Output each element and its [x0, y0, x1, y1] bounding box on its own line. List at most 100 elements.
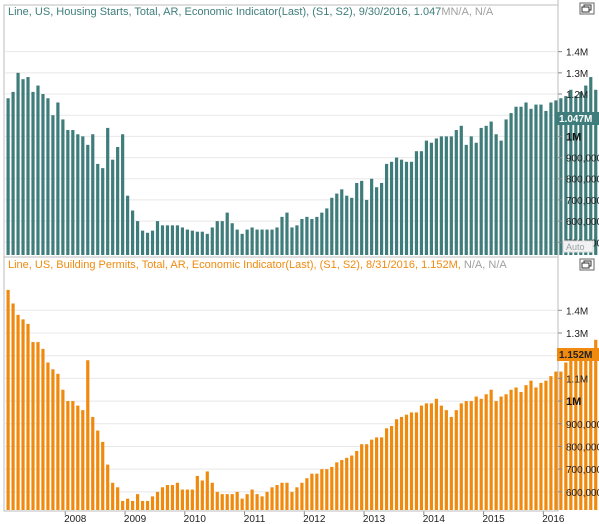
building-permits-bar [155, 491, 160, 510]
building-permits-bar [469, 401, 473, 510]
housing-starts-bar [106, 127, 110, 255]
building-permits-bar [370, 439, 374, 510]
y-tick-label: 800,000 [566, 442, 599, 453]
housing-starts-bar [111, 159, 115, 255]
building-permits-bar [96, 430, 100, 510]
housing-starts-bar [380, 182, 384, 255]
housing-starts-bar [305, 216, 309, 255]
building-permits-bar [76, 405, 80, 510]
x-axis: 2008200920102011201220132014201520162017 [4, 510, 565, 524]
housing-starts-bar [51, 115, 55, 255]
housing-starts-bar [126, 195, 130, 255]
building-permits-bar [215, 491, 219, 510]
building-permits-bar [131, 500, 135, 510]
building-permits-bar [479, 398, 483, 510]
building-permits-bar [310, 473, 314, 510]
housing-starts-bar [66, 130, 70, 255]
x-tick-label: 2015 [482, 514, 505, 524]
building-permits-bar [250, 489, 254, 510]
building-permits-bar [66, 401, 70, 510]
building-permits-bar [6, 289, 10, 510]
housing-starts-bar [310, 218, 314, 255]
building-permits-bar [290, 491, 294, 510]
building-permits-bar [41, 348, 45, 510]
panel-2-bars [6, 289, 598, 510]
housing-starts-bar [145, 232, 150, 255]
building-permits-bar [509, 389, 513, 510]
building-permits-bar [345, 457, 349, 510]
housing-starts-bar [584, 85, 588, 255]
building-permits-bar [474, 396, 478, 510]
y-tick-label: 1.4M [566, 306, 588, 317]
building-permits-bar [404, 414, 409, 510]
building-permits-bar [419, 405, 424, 510]
housing-starts-bar [315, 216, 319, 255]
building-permits-bar [464, 401, 468, 510]
building-permits-bar [554, 371, 558, 510]
y-tick-label: 1M [566, 396, 581, 408]
building-permits-bar [145, 500, 150, 510]
building-permits-bar [46, 362, 50, 510]
housing-starts-bar [549, 102, 553, 255]
building-permits-bar [126, 498, 130, 510]
window-restore-icon[interactable] [579, 2, 595, 15]
building-permits-bar [195, 475, 199, 510]
building-permits-bar [220, 494, 224, 510]
housing-starts-bar [230, 223, 234, 255]
housing-starts-bar [544, 110, 548, 255]
housing-starts-bar [320, 212, 324, 255]
building-permits-bar [240, 498, 244, 510]
building-permits-bar [355, 451, 359, 510]
y-tick-label: 1.4M [566, 48, 588, 59]
building-permits-bar [484, 394, 488, 510]
y-tick-label: 700,000 [566, 196, 599, 207]
y-tick-label: 900,000 [566, 420, 599, 431]
building-permits-bar [170, 485, 175, 510]
housing-starts-bar [135, 221, 140, 255]
housing-starts-bar [101, 168, 105, 255]
housing-starts-bar [434, 138, 438, 255]
building-permits-bar [589, 353, 593, 510]
housing-starts-bar [524, 102, 528, 255]
building-permits-bar [121, 500, 125, 510]
building-permits-bar [16, 314, 20, 510]
housing-starts-bar [155, 221, 160, 255]
building-permits-bar [165, 485, 170, 510]
building-permits-bar [529, 380, 533, 510]
building-permits-bar [26, 323, 30, 510]
housing-starts-bar [519, 106, 523, 256]
housing-starts-bar [46, 98, 50, 255]
building-permits-bar [574, 348, 578, 510]
building-permits-bar [584, 357, 588, 510]
housing-starts-bar [96, 163, 100, 255]
housing-starts-bar [404, 161, 409, 255]
building-permits-bar [91, 416, 95, 510]
housing-starts-bar [275, 227, 279, 255]
window-restore-icon[interactable] [579, 258, 595, 271]
building-permits-bar [380, 437, 384, 510]
housing-starts-bar [419, 151, 424, 255]
building-permits-bar [205, 471, 209, 510]
building-permits-bar [594, 339, 598, 510]
housing-starts-bar [210, 227, 214, 255]
building-permits-bar [255, 494, 259, 510]
housing-starts-bar [160, 225, 165, 255]
building-permits-bar [71, 401, 75, 510]
housing-starts-bar [260, 229, 264, 255]
panel-1-title: Line, US, Housing Starts, Total, AR, Eco… [8, 6, 494, 18]
housing-starts-bar [6, 98, 10, 255]
housing-starts-bar [255, 229, 259, 255]
building-permits-bar [365, 444, 369, 510]
building-permits-bar [399, 416, 404, 510]
housing-starts-bar [91, 134, 95, 255]
housing-starts-bar [121, 134, 125, 255]
housing-starts-bar [394, 157, 399, 255]
auto-scale-button[interactable]: Auto [562, 240, 594, 253]
building-permits-bar [210, 482, 214, 510]
y-tick-label: 700,000 [566, 465, 599, 476]
housing-starts-bar [285, 212, 289, 255]
housing-starts-bar [414, 151, 419, 255]
housing-starts-bar [31, 91, 35, 256]
building-permits-bar [375, 437, 379, 510]
housing-starts-bar [474, 142, 478, 255]
